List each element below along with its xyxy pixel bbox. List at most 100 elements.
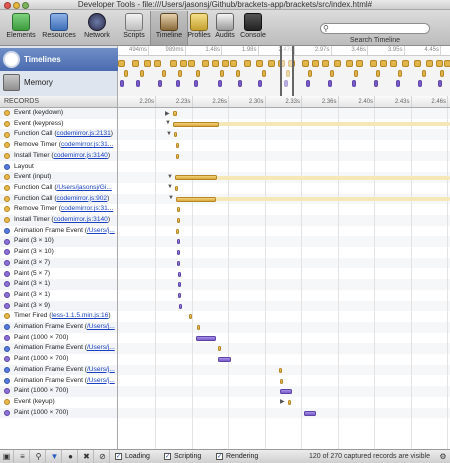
record-source-link[interactable]: codemirror.js:3140 <box>53 151 108 159</box>
record-row[interactable]: Paint (1000 × 700) <box>0 386 117 397</box>
record-bar[interactable] <box>280 378 283 384</box>
record-row[interactable]: Animation Frame Event (/Users/j... <box>0 364 117 376</box>
close-window-button[interactable] <box>4 1 11 9</box>
collapse-triangle-icon[interactable]: ▼ <box>166 130 172 137</box>
record-bar[interactable] <box>176 228 179 234</box>
record-row[interactable]: Paint (3 × 7) <box>0 257 117 269</box>
tab-resources[interactable]: Resources <box>40 11 78 45</box>
timeline-overview[interactable]: 494ms989ms1.48s1.98s2.47s2.97s3.46s3.95s… <box>118 46 450 96</box>
record-bar[interactable] <box>176 153 179 159</box>
record-bar[interactable] <box>178 282 181 288</box>
collapse-triangle-icon[interactable]: ▼ <box>168 195 174 202</box>
record-source-link[interactable]: codemirror.js:2131 <box>56 130 111 138</box>
record-row[interactable]: Layout <box>0 162 117 173</box>
tab-console[interactable]: Console <box>234 11 272 45</box>
record-bar[interactable] <box>178 292 181 298</box>
record-source-link[interactable]: codemirror.js:31... <box>60 205 114 213</box>
tab-network[interactable]: Network <box>78 11 116 45</box>
record-row[interactable]: Function Call (codemirror.js:2131) <box>0 129 117 141</box>
record-source-link[interactable]: less-1.1.5.min.js:16 <box>51 312 109 320</box>
tab-profiles[interactable]: Profiles <box>180 11 218 45</box>
overview-window-handle-right[interactable] <box>292 46 294 96</box>
minimize-window-button[interactable] <box>13 1 20 9</box>
scripting-checkbox[interactable]: ✓ <box>164 453 171 460</box>
record-row[interactable]: Paint (3 × 10) <box>0 247 117 258</box>
record-row[interactable]: Paint (3 × 1) <box>0 290 117 301</box>
record-row[interactable]: Paint (5 × 7) <box>0 269 117 280</box>
record-source-link[interactable]: /Users/jasonsj/Gi... <box>56 183 112 191</box>
record-row[interactable]: Function Call (/Users/jasonsj/Gi... <box>0 183 117 194</box>
record-bar[interactable] <box>175 175 217 181</box>
record-duration-extension[interactable] <box>217 175 450 180</box>
record-source-link[interactable]: /Users/j... <box>86 226 115 234</box>
search-timeline-input[interactable]: ⚲ <box>320 23 430 34</box>
dock-icon[interactable]: ▣ <box>0 450 14 463</box>
filter-icon[interactable]: ▼ <box>48 450 62 463</box>
record-bar[interactable] <box>280 389 292 395</box>
record-bar[interactable] <box>173 111 177 116</box>
tab-elements[interactable]: Elements <box>2 11 40 45</box>
record-bar[interactable] <box>177 218 180 223</box>
record-bar[interactable] <box>279 367 282 373</box>
record-row[interactable]: Paint (1000 × 700) <box>0 333 117 344</box>
record-source-link[interactable]: /Users/j... <box>86 344 115 352</box>
record-source-link[interactable]: codemirror.js:902 <box>56 194 108 202</box>
overview-window-handle-left[interactable] <box>280 46 282 96</box>
clear-icon[interactable]: ⊘ <box>96 450 110 463</box>
trash-icon[interactable]: ✖ <box>80 450 94 463</box>
record-bar[interactable] <box>218 346 221 352</box>
record-bar[interactable] <box>304 410 316 416</box>
record-row[interactable]: Install Timer (codemirror.js:3140) <box>0 150 117 162</box>
collapse-triangle-icon[interactable]: ▼ <box>167 173 173 180</box>
record-bar[interactable] <box>288 399 291 405</box>
collapse-triangle-icon[interactable]: ▼ <box>165 120 171 127</box>
search-icon[interactable]: ⚲ <box>32 450 46 463</box>
record-bar[interactable] <box>174 132 177 138</box>
record-row[interactable]: Animation Frame Event (/Users/j... <box>0 226 117 237</box>
record-duration-extension[interactable] <box>219 122 450 127</box>
record-row[interactable]: Timer Fired (less-1.1.5.min.js:16) <box>0 311 117 322</box>
gear-icon[interactable]: ⚙ <box>439 452 447 461</box>
record-source-link[interactable]: codemirror.js:3140 <box>53 216 108 223</box>
tab-timeline[interactable]: Timeline <box>150 11 188 45</box>
expand-triangle-icon[interactable]: ▶ <box>165 110 170 117</box>
record-source-link[interactable]: codemirror.js:31... <box>60 141 114 149</box>
record-bar[interactable] <box>176 165 179 170</box>
record-duration-extension[interactable] <box>216 197 450 202</box>
expand-triangle-icon[interactable]: ▶ <box>280 399 285 406</box>
tab-audits[interactable]: Audits <box>206 11 244 45</box>
record-row[interactable]: Paint (3 × 1) <box>0 279 117 290</box>
record-row[interactable]: Event (keydown) <box>0 108 117 119</box>
record-row[interactable]: Event (keyup) <box>0 397 117 408</box>
tab-scripts[interactable]: Scripts <box>115 11 153 45</box>
record-row[interactable]: Animation Frame Event (/Users/j... <box>0 376 117 387</box>
zoom-window-button[interactable] <box>22 1 29 9</box>
loading-checkbox[interactable]: ✓ <box>115 453 122 460</box>
record-bar[interactable] <box>176 143 179 149</box>
record-bar[interactable] <box>176 196 216 202</box>
record-bar[interactable] <box>179 303 182 309</box>
collapse-triangle-icon[interactable]: ▼ <box>167 184 173 191</box>
record-bar[interactable] <box>218 357 231 363</box>
overview-item-timelines[interactable]: Timelines <box>0 48 118 71</box>
rendering-checkbox[interactable]: ✓ <box>216 453 223 460</box>
record-bar[interactable] <box>177 260 180 266</box>
record-row[interactable]: Event (input) <box>0 172 117 183</box>
record-bar[interactable] <box>173 121 219 127</box>
console-drawer-icon[interactable]: ≡ <box>16 450 30 463</box>
overview-item-memory[interactable]: Memory <box>0 71 118 94</box>
record-icon[interactable]: ● <box>64 450 78 463</box>
record-row[interactable]: Animation Frame Event (/Users/j... <box>0 322 117 333</box>
record-source-link[interactable]: /Users/j... <box>86 365 115 373</box>
record-row[interactable]: Remove Timer (codemirror.js:31... <box>0 140 117 151</box>
overview-selection-window[interactable] <box>282 46 292 96</box>
record-row[interactable]: Remove Timer (codemirror.js:31... <box>0 204 117 215</box>
timeline-graph[interactable]: ▶ ▼ ▼ ▼ ▼ ▼ ▶ <box>118 108 450 449</box>
record-row[interactable]: Paint (1000 × 700) <box>0 407 117 419</box>
record-row[interactable]: Paint (3 × 9) <box>0 300 117 312</box>
record-row[interactable]: Paint (1000 × 700) <box>0 354 117 365</box>
record-row[interactable]: Function Call (codemirror.js:902) <box>0 193 117 205</box>
record-row[interactable]: Event (keypress) <box>0 119 117 130</box>
record-bar[interactable] <box>178 271 181 277</box>
record-row[interactable]: Paint (3 × 10) <box>0 236 117 248</box>
